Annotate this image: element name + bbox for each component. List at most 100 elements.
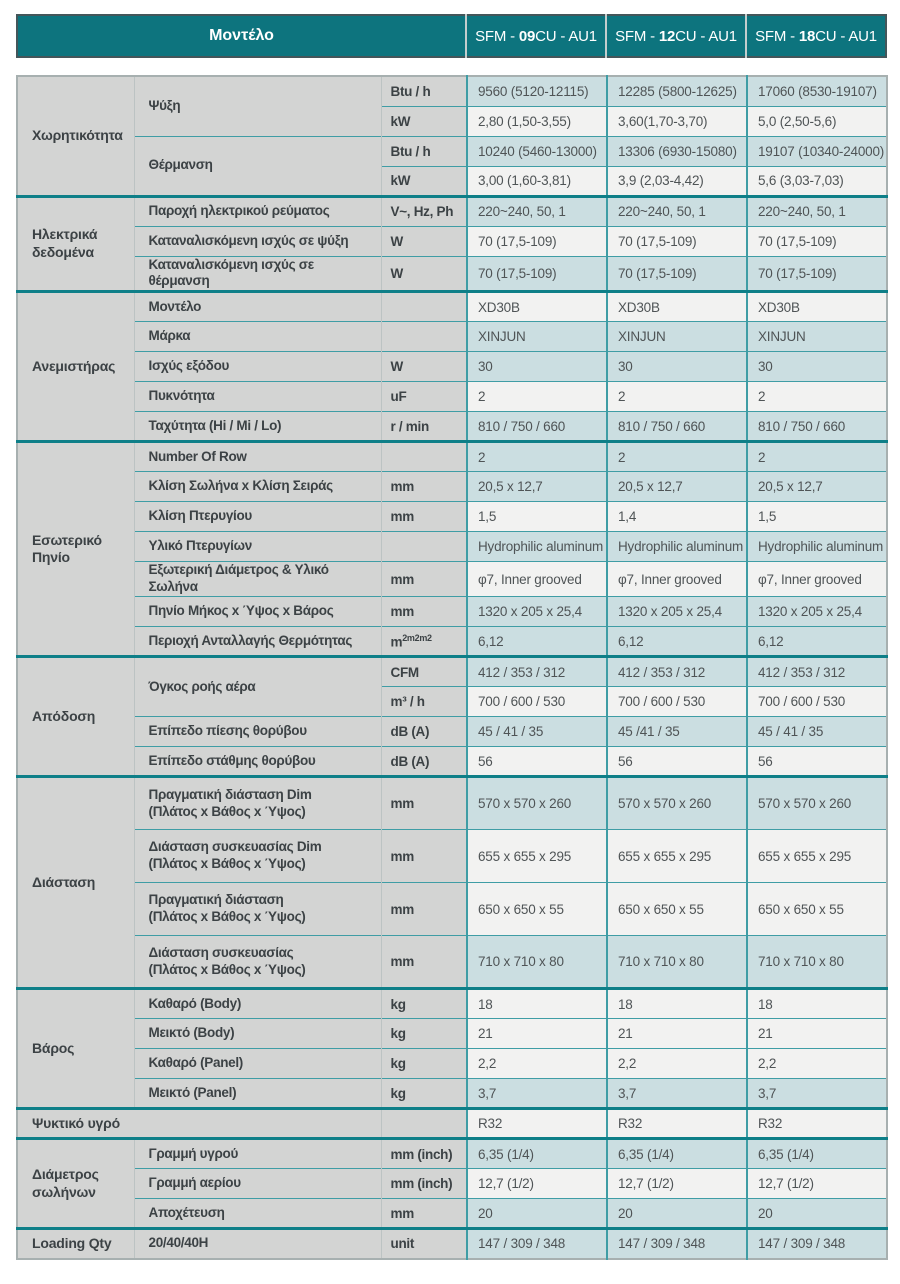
value-cell: 1,5: [466, 501, 607, 532]
value-cell: 45 /41 / 35: [606, 716, 747, 747]
category-cell: Απόδοση: [17, 655, 135, 777]
value-cell: 70 (17,5-109): [466, 255, 607, 292]
value-cell: 56: [746, 746, 887, 777]
value-cell: 710 x 710 x 80: [606, 935, 747, 989]
unit-cell: mm: [381, 1198, 468, 1229]
table-row: kW 3,00 (1,60-3,81) 3,9 (2,03-4,42) 5,6 (3,…: [17, 165, 887, 196]
unit-cell: kg: [381, 1078, 468, 1109]
table-row: Απόδοση Όγκος ροής αέρα CFM 412 / 353 / 312…: [17, 655, 887, 777]
value-cell: 220~240, 50, 1: [746, 194, 887, 226]
value-cell: XINJUN: [466, 321, 607, 352]
value-cell: 6,35 (1/4): [746, 1137, 887, 1169]
table-row: Κλίση Πτερυγίου mm 1,5 1,4 1,5: [17, 501, 887, 532]
value-cell: 6,12: [746, 626, 887, 657]
property-cell: Ισχύς εξόδου: [134, 351, 382, 382]
unit-cell: W: [381, 351, 468, 382]
value-cell: XD30B: [746, 290, 887, 322]
property-cell: Καταναλισκόμενη ισχύς σε ψύξη: [134, 225, 382, 256]
spec-table: Χωρητικότητα Ψύξη Btu / h 9560 (5120-12115)…: [16, 75, 888, 1260]
property-cell: Κλίση Πτερυγίου: [134, 501, 382, 532]
value-cell: 700 / 600 / 530: [746, 686, 887, 717]
value-cell: φ7, Inner grooved: [746, 561, 887, 597]
property-cell: Πραγματική διάσταση (Πλάτος x Βάθος x Ύψο…: [134, 882, 382, 936]
unit-cell: V~, Hz, Ph: [381, 194, 468, 226]
table-row: Ανεμιστήρας Μοντέλο XD30B XD30B XD30B: [17, 290, 887, 442]
unit-cell: [381, 290, 468, 322]
unit-cell: kg: [381, 987, 468, 1019]
property-cell: Number Of Row: [134, 440, 382, 472]
property-cell: Καθαρό (Panel): [134, 1048, 382, 1079]
property-cell: Καταναλισκόμενη ισχύς σε θέρμανση: [134, 255, 382, 292]
value-cell: 70 (17,5-109): [606, 255, 747, 292]
value-cell: 810 / 750 / 660: [466, 411, 607, 442]
table-row: Μεικτό (Body) kg 21 21 21: [17, 1018, 887, 1049]
table-row: Επίπεδο στάθμης θορύβου dB (A) 56 56 56: [17, 746, 887, 777]
value-cell: φ7, Inner grooved: [606, 561, 747, 597]
value-cell: R32: [746, 1107, 887, 1139]
value-cell: 20: [606, 1198, 747, 1229]
model-name-3: SFM - 18CU - AU1: [745, 15, 886, 57]
value-cell: 570 x 570 x 260: [746, 775, 887, 830]
table-row: Εσωτερικό Πηνίο Number Of Row 2 2 2: [17, 440, 887, 657]
value-cell: 2,2: [466, 1048, 607, 1079]
value-cell: 810 / 750 / 660: [606, 411, 747, 442]
value-cell: 220~240, 50, 1: [606, 194, 747, 226]
value-cell: Hydrophilic aluminum: [746, 531, 887, 562]
category-cell: Εσωτερικό Πηνίο: [17, 440, 135, 657]
value-cell: 13306 (6930-15080): [606, 135, 747, 166]
category-cell: Ηλεκτρικά δεδομένα: [17, 194, 135, 292]
value-cell: 1,4: [606, 501, 747, 532]
value-cell: 20,5 x 12,7: [606, 471, 747, 502]
value-cell: 20: [746, 1198, 887, 1229]
property-cell: Διάσταση συσκευασίας Dim (Πλάτος x Βάθος …: [134, 829, 382, 883]
value-cell: XD30B: [606, 290, 747, 322]
unit-cell: [381, 321, 468, 352]
value-cell: 1320 x 205 x 25,4: [606, 596, 747, 627]
value-cell: 2,80 (1,50-3,55): [466, 105, 607, 136]
value-cell: 3,00 (1,60-3,81): [466, 165, 607, 196]
value-cell: 70 (17,5-109): [746, 225, 887, 256]
property-cell: Πραγματική διάσταση Dim (Πλάτος x Βάθος x…: [134, 775, 382, 830]
value-cell: 710 x 710 x 80: [746, 935, 887, 989]
property-cell: Όγκος ροής αέρα: [134, 655, 382, 717]
property-cell: Επίπεδο στάθμης θορύβου: [134, 746, 382, 777]
property-cell: Κλίση Σωλήνα x Κλίση Σειράς: [134, 471, 382, 502]
property-cell: Μοντέλο: [134, 290, 382, 322]
property-cell: Μεικτό (Panel): [134, 1078, 382, 1109]
value-cell: φ7, Inner grooved: [466, 561, 607, 597]
table-row: Κλίση Σωλήνα x Κλίση Σειράς mm 20,5 x 12,7…: [17, 471, 887, 502]
property-cell: Πηνίο Μήκος x Ύψος x Βάρος: [134, 596, 382, 627]
value-cell: 5,6 (3,03-7,03): [746, 165, 887, 196]
table-row: Εξωτερική Διάμετρος & Υλικό Σωλήνα mm φ7, …: [17, 561, 887, 597]
table-row: Loading Qty 20/40/40H unit 147 / 309 / 348 1…: [17, 1227, 887, 1259]
unit-cell: m³ / h: [381, 686, 468, 717]
value-cell: 30: [606, 351, 747, 382]
table-row: kW 2,80 (1,50-3,55) 3,60(1,70-3,70) 5,0 (2,…: [17, 105, 887, 136]
property-cell: Επίπεδο πίεσης θορύβου: [134, 716, 382, 747]
unit-cell: m2m2m2: [381, 626, 468, 657]
value-cell: 20,5 x 12,7: [466, 471, 607, 502]
unit-cell: uF: [381, 381, 468, 412]
value-cell: 2: [746, 381, 887, 412]
value-cell: 2,2: [606, 1048, 747, 1079]
unit-cell: mm: [381, 829, 468, 883]
unit-cell: kg: [381, 1048, 468, 1079]
value-cell: R32: [466, 1107, 607, 1139]
table-row: Θέρμανση Btu / h 10240 (5460-13000) 13306 (…: [17, 135, 887, 196]
table-row: Ταχύτητα (Hi / Mi / Lo) r / min 810 / 750 …: [17, 411, 887, 442]
unit-cell: mm: [381, 471, 468, 502]
property-cell: Ταχύτητα (Hi / Mi / Lo): [134, 411, 382, 442]
table-row: Επίπεδο πίεσης θορύβου dB (A) 45 / 41 / 35…: [17, 716, 887, 747]
value-cell: 12,7 (1/2): [746, 1168, 887, 1199]
unit-cell: r / min: [381, 411, 468, 442]
value-cell: 412 / 353 / 312: [466, 655, 607, 687]
value-cell: XD30B: [466, 290, 607, 322]
table-row: Διάσταση συσκευασίας Dim (Πλάτος x Βάθος …: [17, 829, 887, 883]
value-cell: 650 x 650 x 55: [466, 882, 607, 936]
unit-cell: kW: [381, 165, 468, 196]
property-cell: Ψύξη: [134, 76, 382, 136]
table-row: Ψυκτικό υγρό R32 R32 R32: [17, 1107, 887, 1139]
category-cell: Βάρος: [17, 987, 135, 1109]
unit-cell: mm (inch): [381, 1168, 468, 1199]
